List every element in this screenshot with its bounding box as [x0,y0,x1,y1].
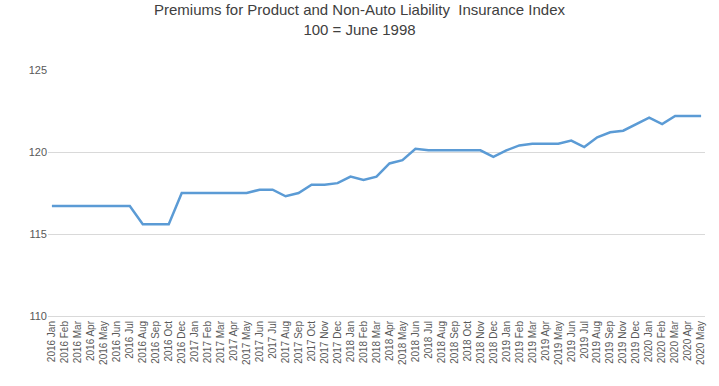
svg-text:2019 Jun: 2019 Jun [566,321,577,362]
svg-text:2018 Jan: 2018 Jan [345,321,356,362]
svg-text:2016 Apr: 2016 Apr [85,320,96,361]
svg-text:2019 Dec: 2019 Dec [630,321,641,364]
svg-text:2017 May: 2017 May [241,321,252,365]
svg-text:2016 Jul: 2016 Jul [124,321,135,359]
svg-text:2017 Dec: 2017 Dec [332,321,343,364]
svg-text:2018 May: 2018 May [397,321,408,365]
svg-text:2018 Apr: 2018 Apr [384,320,395,361]
svg-text:2019 May: 2019 May [553,321,564,365]
svg-text:2016 Dec: 2016 Dec [176,321,187,364]
svg-text:2016 Sep: 2016 Sep [150,321,161,364]
svg-text:2017 Mar: 2017 Mar [215,320,226,363]
svg-text:2018 Feb: 2018 Feb [358,321,369,364]
svg-text:2018 Aug: 2018 Aug [436,321,447,363]
svg-text:110: 110 [29,310,47,322]
svg-text:2017 Jun: 2017 Jun [254,321,265,362]
svg-text:2018 Dec: 2018 Dec [488,321,499,364]
svg-text:2016 Feb: 2016 Feb [59,321,70,364]
svg-text:2020 May: 2020 May [695,321,706,365]
svg-text:2018 Mar: 2018 Mar [371,320,382,363]
svg-text:2017 Apr: 2017 Apr [228,320,239,361]
svg-text:2019 Jan: 2019 Jan [501,321,512,362]
svg-text:2019 Mar: 2019 Mar [527,320,538,363]
svg-text:2017 Jul: 2017 Jul [267,321,278,359]
svg-text:2017 Nov: 2017 Nov [319,321,330,364]
svg-text:2017 Oct: 2017 Oct [306,321,317,362]
svg-text:2020 Mar: 2020 Mar [669,320,680,363]
svg-text:2018 Jun: 2018 Jun [410,321,421,362]
svg-text:2019 Nov: 2019 Nov [617,321,628,364]
svg-text:2018 Jul: 2018 Jul [423,321,434,359]
svg-text:2019 Jul: 2019 Jul [579,321,590,359]
svg-text:2016 May: 2016 May [98,321,109,365]
svg-text:2016 Jun: 2016 Jun [111,321,122,362]
svg-text:2017 Jan: 2017 Jan [189,321,200,362]
svg-text:2017 Feb: 2017 Feb [202,321,213,364]
svg-text:2020 Jan: 2020 Jan [643,321,654,362]
svg-text:2016 Oct: 2016 Oct [163,321,174,362]
svg-text:2018 Sep: 2018 Sep [449,321,460,364]
svg-text:2017 Aug: 2017 Aug [280,321,291,363]
svg-text:2018 Nov: 2018 Nov [475,321,486,364]
svg-text:2019 Apr: 2019 Apr [540,320,551,361]
svg-text:Premiums for Product and Non-A: Premiums for Product and Non-Auto Liabil… [154,1,566,38]
svg-text:125: 125 [29,64,47,76]
svg-text:2020 Apr: 2020 Apr [682,320,693,361]
svg-text:2020 Feb: 2020 Feb [656,321,667,364]
svg-text:120: 120 [29,146,47,158]
svg-text:2016 Aug: 2016 Aug [137,321,148,363]
svg-text:2019 Aug: 2019 Aug [591,321,602,363]
svg-text:2018 Oct: 2018 Oct [462,321,473,362]
svg-text:2019 Feb: 2019 Feb [514,321,525,364]
svg-text:2016 Jan: 2016 Jan [46,321,57,362]
svg-text:115: 115 [29,228,47,240]
svg-text:2019 Sep: 2019 Sep [604,321,615,364]
svg-text:2017 Sep: 2017 Sep [293,321,304,364]
svg-text:2016 Mar: 2016 Mar [72,320,83,363]
